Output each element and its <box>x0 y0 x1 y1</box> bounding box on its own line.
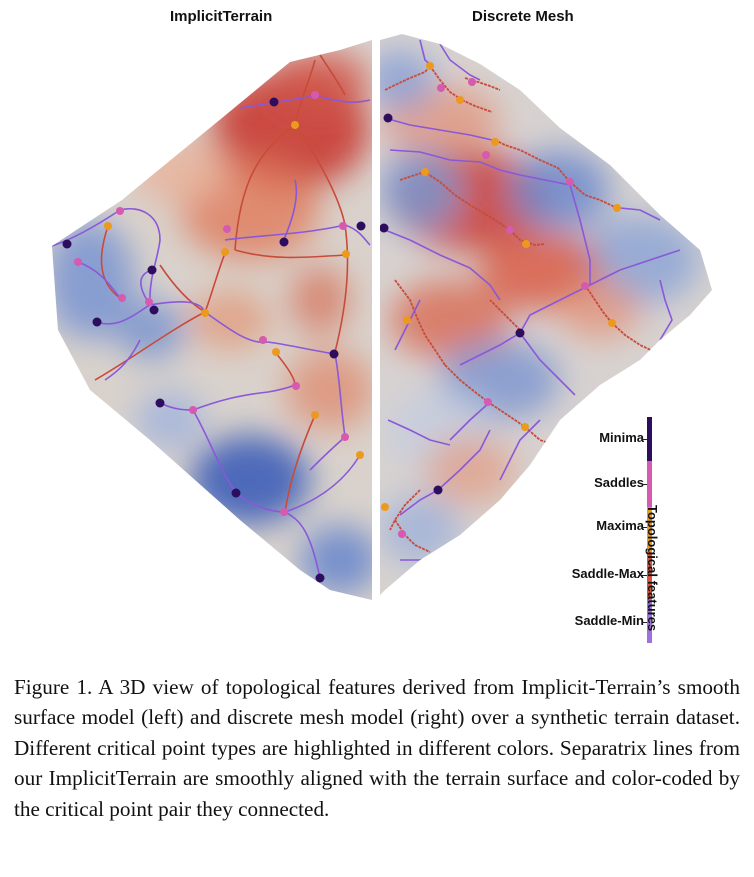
left-critical-points <box>62 91 366 583</box>
legend-tick <box>642 439 647 440</box>
legend-swatch-saddle-min <box>647 599 652 643</box>
panel-divider <box>373 38 379 604</box>
left-terrain <box>52 40 372 600</box>
legend-label-saddle-min: Saddle-Min <box>574 613 644 628</box>
figure-caption: Figure 1. A 3D view of topological featu… <box>14 675 740 821</box>
legend-tick <box>642 484 647 485</box>
legend-tick <box>642 622 647 623</box>
legend-label-maxima: Maxima <box>596 518 644 533</box>
legend-tick <box>642 527 647 528</box>
right-panel-title: Discrete Mesh <box>472 8 574 25</box>
right-critical-points <box>380 62 621 538</box>
legend-label-saddles: Saddles <box>594 475 644 490</box>
legend-swatch-saddle-max <box>647 553 652 599</box>
legend-label-minima: Minima <box>599 430 644 445</box>
terrain-render <box>52 34 712 604</box>
legend-tick <box>642 575 647 576</box>
legend-swatch-minima <box>647 417 652 461</box>
legend: Minima Saddles Maxima Saddle-Max Saddle-… <box>520 415 680 645</box>
left-saddle-max-lines <box>94 54 349 513</box>
legend-swatch-saddles <box>647 461 652 507</box>
terrain-figure: ImplicitTerrain Discrete Mesh Minima Sad… <box>52 8 712 645</box>
left-panel-title: ImplicitTerrain <box>170 8 273 25</box>
legend-swatch-maxima <box>647 507 652 553</box>
legend-axis-label: Topological features <box>645 505 660 632</box>
legend-label-saddle-max: Saddle-Max <box>571 566 644 581</box>
